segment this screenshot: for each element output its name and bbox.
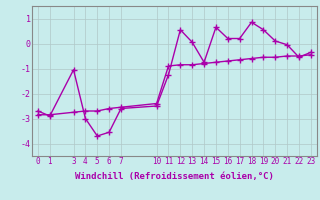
X-axis label: Windchill (Refroidissement éolien,°C): Windchill (Refroidissement éolien,°C)	[75, 172, 274, 181]
